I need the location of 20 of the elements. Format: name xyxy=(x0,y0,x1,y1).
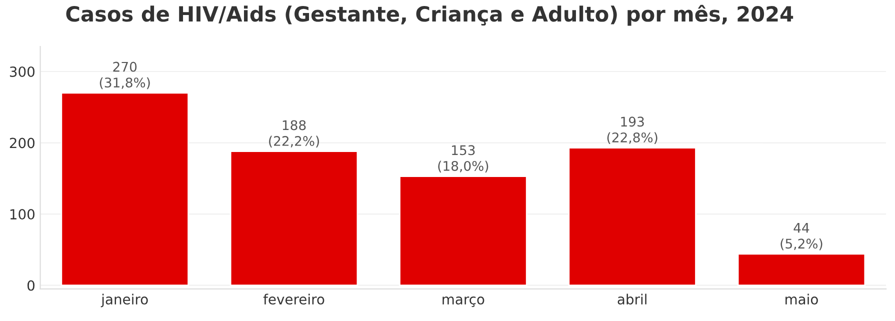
x-tick-label: abril xyxy=(618,294,646,305)
bar xyxy=(399,176,528,286)
data-label: 270 (31,8%) xyxy=(100,62,150,90)
y-tick-label: 300 xyxy=(10,66,34,77)
data-label: 153 (18,0%) xyxy=(438,145,488,172)
x-tick-label: março xyxy=(442,296,484,307)
bar xyxy=(60,92,189,286)
x-tick-label: janeiro xyxy=(100,294,148,308)
bar xyxy=(568,147,696,286)
data-label: 193 (22,8%) xyxy=(607,116,658,144)
bar xyxy=(230,150,358,286)
data-label: 44 (5,2%) xyxy=(780,223,822,250)
x-tick-label: fevereiro xyxy=(263,294,324,305)
chart-title: Casos de HIV/Aids (Gestante, Criança e Adulto) por mês, 2024 xyxy=(66,4,794,26)
y-tick-label: 200 xyxy=(10,138,34,148)
y-tick-label: 100 xyxy=(10,209,34,220)
bar xyxy=(737,253,866,286)
y-tick-label: 0 xyxy=(27,280,34,291)
data-label: 188 (22,2%) xyxy=(269,120,319,148)
x-tick-label: maio xyxy=(786,294,818,305)
